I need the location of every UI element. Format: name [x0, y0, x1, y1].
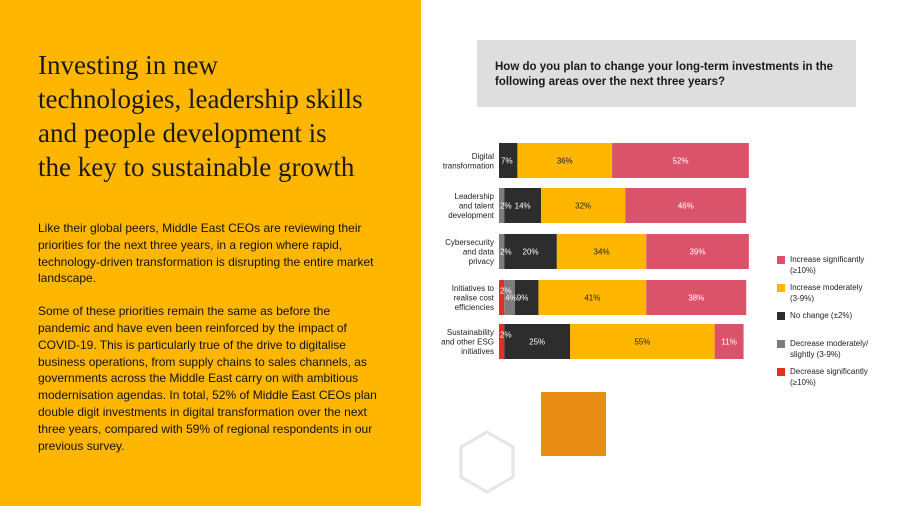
- data-label: 25%: [529, 338, 545, 347]
- headline-line: and people development is: [38, 118, 327, 148]
- category-label: Digital transformation: [443, 152, 494, 171]
- bar-segment: [499, 324, 505, 359]
- left-panel: Investing in new technologies, leadershi…: [0, 0, 421, 506]
- bar-segment: [570, 324, 715, 359]
- bar-segment: [714, 324, 744, 359]
- data-label: 2%: [500, 331, 512, 340]
- bar-segment: [499, 280, 505, 315]
- legend-swatch: [777, 312, 785, 320]
- bar-segment: [504, 280, 515, 315]
- bar-segment: [514, 280, 539, 315]
- category-label: Cybersecurity and data privacy: [445, 238, 494, 266]
- data-label: 2%: [500, 248, 512, 257]
- legend-swatch: [777, 368, 785, 376]
- data-label: 38%: [688, 294, 704, 303]
- bar-segment: [504, 188, 542, 223]
- data-label: 20%: [523, 248, 539, 257]
- category-label: Initiatives to realise cost efficiencies: [452, 284, 495, 312]
- headline-line: Investing in new: [38, 50, 218, 80]
- category-label: Leadership and talent development: [448, 192, 495, 220]
- data-label: 2%: [500, 202, 512, 211]
- data-label: 11%: [721, 338, 736, 347]
- bar-segment: [646, 234, 749, 269]
- chart-question: How do you plan to change your long-term…: [495, 61, 833, 88]
- data-label: 52%: [672, 157, 688, 166]
- bar-segment: [517, 143, 613, 178]
- bar-segment: [612, 143, 749, 178]
- data-label: 2%: [500, 287, 512, 296]
- body-paragraph-1: Like their global peers, Middle East CEO…: [38, 221, 374, 286]
- headline-line: the key to sustainable growth: [38, 152, 355, 182]
- bar-segment: [538, 280, 647, 315]
- bar-segment: [541, 188, 626, 223]
- legend-label: Increase moderately (3-9%): [790, 283, 863, 303]
- data-label: 36%: [557, 157, 573, 166]
- legend-label: Decrease moderately/slightly (3-9%): [790, 339, 869, 359]
- category-label: Sustainability and other ESG initiatives: [441, 328, 494, 356]
- legend-swatch: [777, 340, 785, 348]
- question-box: How do you plan to change your long-term…: [477, 40, 856, 107]
- bar-segment: [504, 234, 557, 269]
- data-label: 39%: [690, 248, 706, 257]
- data-label: 7%: [501, 157, 513, 166]
- data-label: 55%: [634, 338, 650, 347]
- legend-label: Decrease significantly (≥10%): [790, 367, 868, 387]
- data-label: 4%: [505, 294, 517, 303]
- bar-segment: [556, 234, 647, 269]
- bar-segment: [499, 143, 518, 178]
- data-label: 41%: [584, 294, 600, 303]
- data-label: 46%: [678, 202, 694, 211]
- data-label: 32%: [575, 202, 591, 211]
- bar-segment: [504, 324, 571, 359]
- legend-swatch: [777, 256, 785, 264]
- headline: Investing in new technologies, leadershi…: [38, 48, 418, 184]
- legend-swatch: [777, 284, 785, 292]
- data-label: 14%: [515, 202, 531, 211]
- bar-segment: [499, 188, 505, 223]
- data-label: 9%: [517, 294, 529, 303]
- decorative-orange-square: [541, 392, 606, 456]
- headline-line: technologies, leadership skills: [38, 84, 363, 114]
- body-paragraph-2: Some of these priorities remain the same…: [38, 304, 377, 453]
- bar-segment: [625, 188, 747, 223]
- body-text: Like their global peers, Middle East CEO…: [38, 220, 378, 470]
- legend-label: Increase significantly (≥10%): [790, 255, 865, 275]
- stacked-bar-chart: Digital transformation 7% 36% 52% Leadership a…: [441, 143, 749, 359]
- bar-segment: [646, 280, 747, 315]
- bar-segment: [499, 234, 505, 269]
- data-label: 34%: [594, 248, 610, 257]
- legend-label: No change (±2%): [790, 311, 853, 320]
- hexagon-outline-icon: [459, 430, 515, 494]
